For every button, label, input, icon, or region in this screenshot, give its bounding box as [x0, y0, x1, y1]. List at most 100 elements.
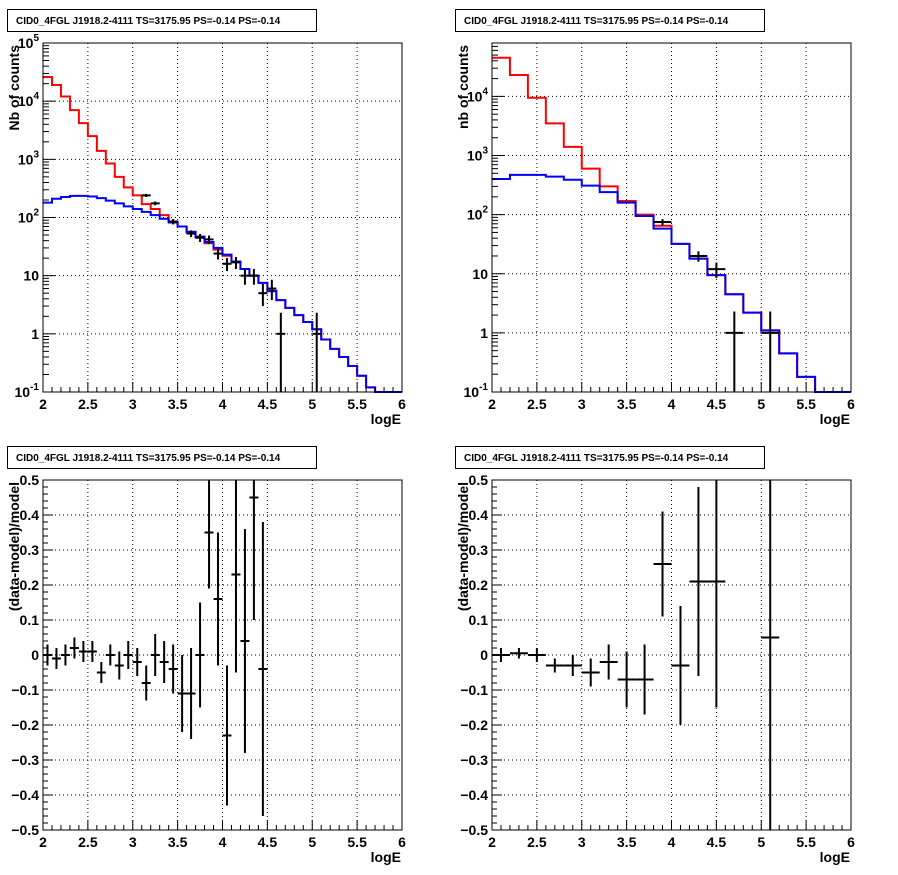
- y-tick-label: −0.4: [460, 787, 488, 803]
- x-tick-label: 4.5: [707, 834, 727, 850]
- x-tick-label: 4.5: [258, 396, 278, 412]
- data-point: [195, 234, 205, 242]
- y-tick-label: 103: [18, 149, 40, 167]
- x-tick-label: 6: [847, 834, 855, 850]
- y-tick-label: 0: [31, 647, 39, 663]
- x-tick-label: 5.5: [796, 396, 816, 412]
- data-point: [276, 312, 286, 392]
- data-point: [761, 311, 780, 392]
- data-point: [87, 641, 97, 662]
- data-point: [707, 480, 726, 708]
- data-point: [249, 269, 259, 285]
- y-tick-label: −0.3: [460, 752, 488, 768]
- x-tick-label: 5: [308, 396, 316, 412]
- y-tick-label: 0: [480, 647, 488, 663]
- x-tick-label: 5.5: [347, 834, 367, 850]
- y-tick-label: −0.4: [11, 787, 39, 803]
- data-point: [761, 480, 780, 830]
- y-tick-base: 10: [18, 35, 34, 51]
- data-point: [653, 511, 672, 617]
- x-axis-label: logE: [820, 849, 850, 865]
- data-point: [195, 602, 205, 708]
- x-tick-label: 3: [129, 396, 137, 412]
- data-point: [581, 658, 600, 687]
- y-axis-label: (data-model)/model: [6, 482, 22, 611]
- data-point: [159, 641, 169, 683]
- x-tick-label: 3.5: [168, 396, 188, 412]
- plot-panel: 2 2.5 3 3.5 4 4.5 5 5.5 6 −0.5 −0.4 −0.3 −0.2 −0.1 0 0.…: [6, 472, 406, 865]
- y-tick-exponent: 4: [482, 86, 488, 97]
- y-tick-label: 0.4: [469, 507, 489, 523]
- y-tick-exponent: -1: [30, 382, 39, 393]
- x-tick-label: 5.5: [796, 834, 816, 850]
- data-point: [258, 283, 268, 307]
- x-tick-label: 2: [488, 396, 496, 412]
- y-tick-label: 0.4: [20, 507, 40, 523]
- data-point: [527, 648, 546, 662]
- x-tick-label: 4: [219, 834, 227, 850]
- histogram-line: [43, 194, 402, 393]
- data-point: [114, 651, 124, 680]
- panel-title: CID0_4FGL J1918.2-4111 TS=3175.95 PS=-0.…: [7, 446, 317, 469]
- x-tick-label: 2.5: [78, 396, 98, 412]
- data-point: [635, 644, 654, 715]
- y-tick-label: 1: [31, 326, 39, 342]
- data-point: [186, 230, 196, 238]
- data-point: [177, 655, 187, 732]
- x-tick-label: 5: [308, 834, 316, 850]
- data-point: [150, 634, 160, 676]
- y-tick-label: 0.5: [469, 472, 489, 488]
- x-axis-label: logE: [371, 411, 401, 427]
- x-tick-label: 3: [129, 834, 137, 850]
- y-tick-label: 0.3: [20, 542, 40, 558]
- data-point: [204, 235, 214, 245]
- histogram-line: [43, 76, 402, 393]
- y-tick-label: −0.5: [11, 822, 39, 838]
- y-tick-label: 1: [480, 325, 488, 341]
- data-point: [231, 480, 241, 673]
- data-point: [231, 256, 241, 270]
- y-tick-label: 10: [23, 268, 39, 284]
- y-tick-label: −0.1: [460, 682, 488, 698]
- plot-panel: 2 2.5 3 3.5 4 4.5 5 5.5 610-1110102103104logEnb …: [455, 42, 855, 427]
- data-point: [653, 219, 672, 226]
- x-tick-label: 2: [488, 834, 496, 850]
- y-tick-exponent: -1: [479, 382, 488, 393]
- y-tick-label: 102: [467, 205, 489, 223]
- y-tick-label: 105: [18, 33, 40, 51]
- y-tick-label: −0.5: [460, 822, 488, 838]
- data-point: [671, 606, 690, 725]
- x-tick-label: 2: [39, 834, 47, 850]
- y-tick-base: 10: [18, 93, 34, 109]
- x-tick-label: 4: [668, 834, 676, 850]
- plot-panel: 2 2.5 3 3.5 4 4.5 5 5.5 610-1110102103104105logE…: [6, 33, 406, 427]
- x-tick-label: 2.5: [527, 834, 547, 850]
- panel-title: CID0_4FGL J1918.2-4111 TS=3175.95 PS=-0.…: [7, 9, 317, 32]
- x-tick-label: 5: [757, 396, 765, 412]
- y-tick-exponent: 2: [482, 205, 488, 216]
- data-point: [51, 648, 61, 669]
- data-point: [69, 637, 79, 659]
- y-tick-label: −0.1: [11, 682, 39, 698]
- data-point: [213, 248, 223, 260]
- x-tick-label: 6: [847, 396, 855, 412]
- x-tick-label: 5.5: [347, 396, 367, 412]
- y-tick-label: 103: [467, 146, 489, 164]
- y-tick-label: 104: [467, 86, 489, 104]
- panel-title: CID0_4FGL J1918.2-4111 TS=3175.95 PS=-0.…: [455, 9, 765, 32]
- y-tick-label: 0.2: [20, 577, 40, 593]
- y-tick-label: −0.2: [460, 717, 488, 733]
- data-point: [96, 662, 106, 683]
- data-point: [141, 193, 151, 198]
- data-point: [60, 644, 70, 666]
- y-tick-label: 104: [18, 91, 40, 109]
- data-point: [204, 480, 214, 589]
- data-point: [168, 644, 178, 694]
- x-tick-label: 6: [398, 834, 406, 850]
- plot-panel: 2 2.5 3 3.5 4 4.5 5 5.5 6 −0.5 −0.4 −0.3 −0.2 −0.1 0 0.…: [455, 472, 855, 865]
- data-point: [123, 641, 133, 669]
- y-tick-exponent: 5: [33, 33, 39, 44]
- y-tick-exponent: 3: [33, 149, 39, 160]
- data-point: [240, 269, 250, 285]
